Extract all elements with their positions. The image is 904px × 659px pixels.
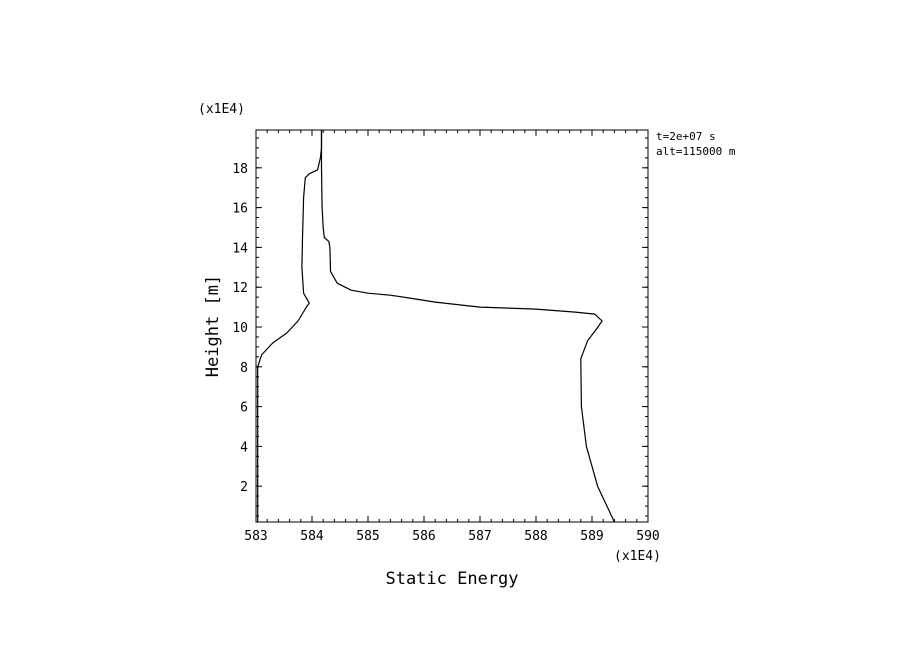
y-tick-label: 10 xyxy=(232,321,248,336)
x-tick-label: 587 xyxy=(468,529,491,544)
y-tick-label: 8 xyxy=(240,361,248,376)
y-multiplier-label: (x1E4) xyxy=(198,102,245,117)
series-group xyxy=(257,130,615,523)
x-tick-label: 590 xyxy=(636,529,659,544)
y-axis-label: Height [m] xyxy=(203,275,223,377)
plot-frame xyxy=(255,129,649,523)
x-tick-label: 586 xyxy=(412,529,435,544)
x-tick-label: 585 xyxy=(356,529,379,544)
series-line-0 xyxy=(257,130,323,522)
x-tick-group: 583 584 585 586 587 588 589 590 xyxy=(244,130,660,544)
x-tick-label: 584 xyxy=(300,529,324,544)
x-multiplier-label: (x1E4) xyxy=(614,549,661,564)
y-tick-label: 16 xyxy=(232,202,248,217)
y-tick-label: 2 xyxy=(240,480,248,495)
y-tick-label: 4 xyxy=(240,440,248,455)
y-tick-group: 2 4 6 8 10 12 14 16 18 xyxy=(232,137,648,517)
y-tick-label: 12 xyxy=(232,281,248,296)
y-tick-label: 6 xyxy=(240,401,248,416)
x-tick-label: 583 xyxy=(244,529,267,544)
series-line-1 xyxy=(320,130,615,523)
y-tick-label: 14 xyxy=(232,241,248,256)
annotation-time: t=2e+07 s xyxy=(656,130,716,143)
x-axis-label: Static Energy xyxy=(385,569,518,589)
annotation-altitude: alt=115000 m xyxy=(656,145,736,158)
x-tick-label: 588 xyxy=(524,529,547,544)
x-tick-label: 589 xyxy=(580,529,603,544)
y-tick-label: 18 xyxy=(232,162,248,177)
